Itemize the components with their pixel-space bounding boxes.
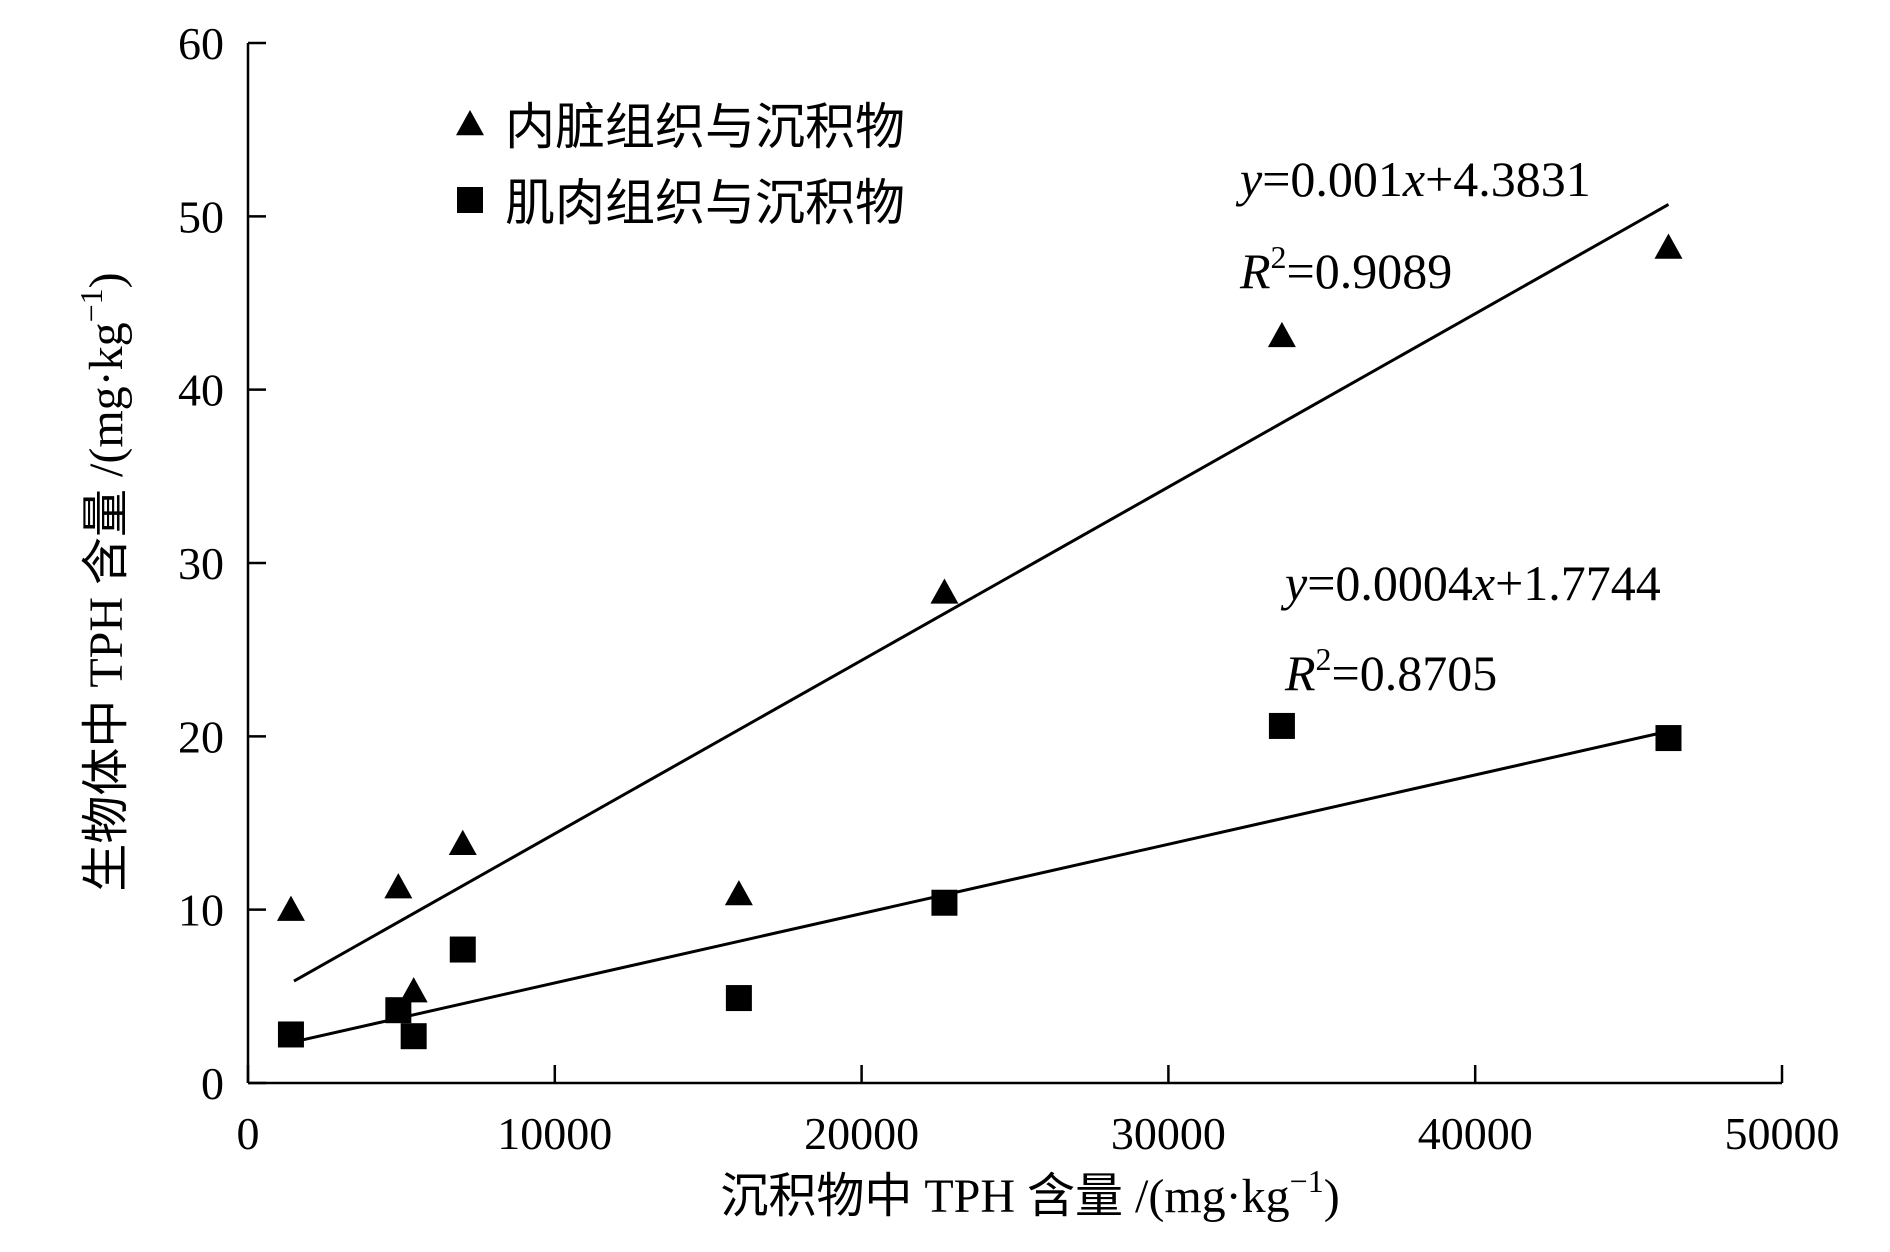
x-axis-title-text: 沉积物中 TPH 含量 /(mg·kg <box>720 1170 1289 1223</box>
triangle-marker <box>399 977 428 1003</box>
y-axis-title-unit-sup: −1 <box>73 288 109 322</box>
x-tick-label: 30000 <box>1111 1108 1226 1159</box>
triangle-marker <box>1267 321 1296 348</box>
x-tick-label: 10000 <box>497 1108 612 1159</box>
square-marker <box>385 997 412 1024</box>
square-marker <box>1268 712 1295 739</box>
x-tick-label: 50000 <box>1725 1108 1840 1159</box>
triangle-marker <box>724 880 753 906</box>
equation-var-y: y <box>1280 555 1308 611</box>
equation-slope: =0.0004 <box>1307 555 1473 611</box>
x-tick-label: 20000 <box>804 1108 919 1159</box>
legend-label: 肌肉组织与沉积物 <box>505 175 905 231</box>
square-marker <box>1655 725 1682 752</box>
fit-lines <box>293 203 1670 1044</box>
fit-line-series-2 <box>293 729 1669 1044</box>
equation-var-y: y <box>1235 151 1263 207</box>
r-squared-symbol: R <box>1284 645 1316 701</box>
triangle-marker <box>930 578 959 604</box>
y-tick-label: 50 <box>178 191 224 242</box>
y-tick-label: 60 <box>178 18 224 69</box>
y-axis: 0 10 20 30 40 50 60 <box>178 18 266 1109</box>
r-squared-symbol: R <box>1239 243 1271 299</box>
square-marker <box>725 985 752 1012</box>
data-markers <box>276 233 1683 1050</box>
triangle-marker <box>448 829 477 855</box>
x-axis-title-unit-close: ) <box>1324 1170 1340 1223</box>
x-axis: 0 10000 20000 30000 40000 50000 <box>237 1065 1840 1159</box>
fit-equation: y=0.0004x+1.7744 <box>1280 555 1661 611</box>
r-squared-exponent: 2 <box>1271 239 1287 275</box>
y-tick-label: 40 <box>178 365 224 416</box>
square-marker <box>400 1023 427 1050</box>
y-tick-label: 10 <box>178 885 224 936</box>
x-tick-label: 0 <box>237 1108 260 1159</box>
x-tick-label: 40000 <box>1418 1108 1533 1159</box>
equation-slope: =0.001 <box>1262 151 1403 207</box>
r-squared-exponent: 2 <box>1316 641 1332 677</box>
y-axis-title: 生物体中 TPH 含量 /(mg·kg−1) <box>73 272 133 891</box>
square-marker <box>277 1021 304 1048</box>
y-tick-label: 0 <box>201 1058 224 1109</box>
legend-label: 内脏组织与沉积物 <box>505 99 905 155</box>
legend-triangle-icon <box>456 110 484 136</box>
fit-line-series-1 <box>293 203 1670 983</box>
y-axis-title-text: 生物体中 TPH 含量 /(mg·kg <box>80 322 133 891</box>
y-axis-title-unit-close: ) <box>80 272 133 288</box>
r-squared: R2=0.9089 <box>1239 239 1452 299</box>
r-squared: R2=0.8705 <box>1284 641 1497 701</box>
triangle-marker <box>1654 233 1683 259</box>
equation-intercept: +4.3831 <box>1425 151 1591 207</box>
square-marker <box>931 889 958 916</box>
y-tick-label: 30 <box>178 538 224 589</box>
triangle-marker <box>276 895 305 921</box>
y-tick-label: 20 <box>178 711 224 762</box>
equation-var-x: x <box>1472 555 1495 611</box>
x-axis-title-unit-sup: −1 <box>1290 1163 1324 1199</box>
equation-var-x: x <box>1402 151 1425 207</box>
legend-square-icon <box>457 187 483 213</box>
fit-equation: y=0.001x+4.3831 <box>1235 151 1591 207</box>
equation-intercept: +1.7744 <box>1495 555 1661 611</box>
equation-annotations: y=0.001x+4.3831R2=0.9089y=0.0004x+1.7744… <box>1235 151 1661 701</box>
triangle-marker <box>384 873 413 899</box>
square-marker <box>449 936 476 963</box>
x-axis-title: 沉积物中 TPH 含量 /(mg·kg−1) <box>720 1163 1339 1223</box>
r-squared-value: =0.9089 <box>1287 243 1453 299</box>
r-squared-value: =0.8705 <box>1332 645 1498 701</box>
